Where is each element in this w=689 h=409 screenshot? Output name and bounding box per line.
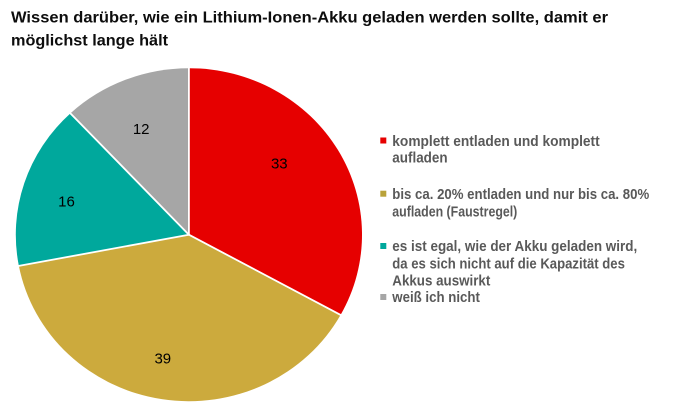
svg-text:es ist egal, wie der Akku gela: es ist egal, wie der Akku geladen wird, <box>392 238 637 255</box>
svg-text:16: 16 <box>58 194 75 211</box>
svg-text:weiß ich nicht: weiß ich nicht <box>391 289 479 306</box>
svg-text:Wissen darüber, wie ein Lithiu: Wissen darüber, wie ein Lithium-Ionen-Ak… <box>11 10 608 27</box>
svg-text:Akkus auswirkt: Akkus auswirkt <box>392 273 490 290</box>
svg-text:12: 12 <box>133 121 150 138</box>
svg-text:33: 33 <box>271 156 288 173</box>
svg-text:komplett entladen und komplett: komplett entladen und komplett <box>392 133 599 150</box>
svg-text:da es sich nicht auf die Kapaz: da es sich nicht auf die Kapazität des <box>392 255 625 272</box>
svg-text:möglichst lange hält: möglichst lange hält <box>11 33 169 50</box>
svg-text:bis ca. 20% entladen und nur b: bis ca. 20% entladen und nur bis ca. 80% <box>392 186 649 203</box>
svg-text:aufladen (Faustregel): aufladen (Faustregel) <box>392 203 517 220</box>
svg-text:39: 39 <box>154 350 171 367</box>
svg-text:aufladen: aufladen <box>392 150 447 167</box>
